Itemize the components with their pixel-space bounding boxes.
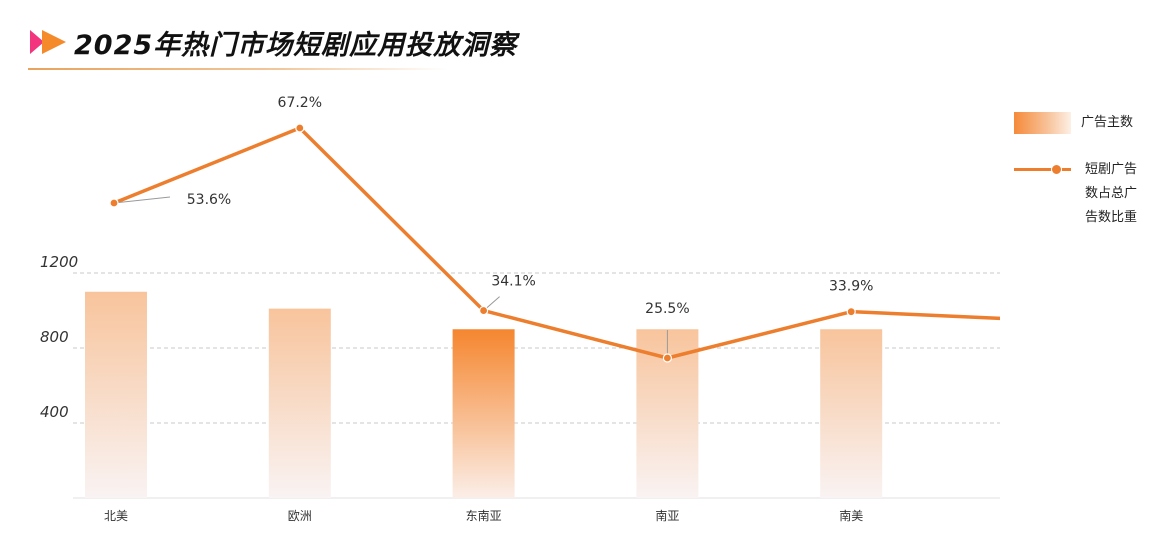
- chart-header: 2025年热门市场短剧应用投放洞察: [28, 22, 517, 62]
- bar: [268, 308, 331, 498]
- chart-legend: 广告主数 短剧广告数占总广告数比重: [1014, 112, 1143, 230]
- legend-line-swatch: [1014, 160, 1071, 180]
- legend-bar-label: 广告主数: [1081, 115, 1134, 130]
- ratio-data-label: 25.5%: [645, 301, 689, 317]
- label-leader-line: [113, 196, 171, 204]
- double-play-arrow-icon: [30, 30, 66, 54]
- title-underline: [28, 68, 448, 70]
- ratio-point: [109, 198, 119, 208]
- x-tick-label: 东南亚: [466, 508, 502, 523]
- x-tick-label: 欧洲: [288, 509, 312, 523]
- legend-line-label: 短剧广告数占总广告数比重: [1085, 162, 1138, 225]
- legend-bar-swatch: [1014, 112, 1071, 134]
- y-tick-label: 400: [40, 403, 69, 421]
- ratio-data-label: 34.1%: [491, 274, 535, 290]
- x-tick-label: 北美: [104, 509, 128, 523]
- ratio-line: [113, 126, 1000, 360]
- ratio-point: [846, 307, 856, 317]
- bar: [85, 291, 147, 498]
- ratio-point: [295, 123, 305, 133]
- ratio-data-label: 67.2%: [278, 95, 322, 111]
- chart-plot: 4008001200北美欧洲东南亚南亚南美日韩53.6%67.2%34.1%25…: [40, 95, 1000, 523]
- page-title: 2025年热门市场短剧应用投放洞察: [74, 29, 518, 61]
- bar: [452, 329, 515, 498]
- ratio-point: [479, 305, 489, 316]
- legend-item-ratio: 短剧广告数占总广告数比重: [1014, 160, 1143, 230]
- ratio-data-label: 33.9%: [829, 279, 873, 295]
- ratio-point: [662, 353, 673, 363]
- x-tick-label: 南亚: [655, 508, 679, 523]
- x-tick-label: 南美: [839, 508, 863, 523]
- ratio-data-label: 53.6%: [187, 192, 231, 208]
- legend-item-advertisers: 广告主数: [1014, 112, 1143, 134]
- y-tick-label: 1200: [40, 253, 78, 271]
- y-tick-label: 800: [40, 328, 69, 346]
- bar: [820, 329, 883, 498]
